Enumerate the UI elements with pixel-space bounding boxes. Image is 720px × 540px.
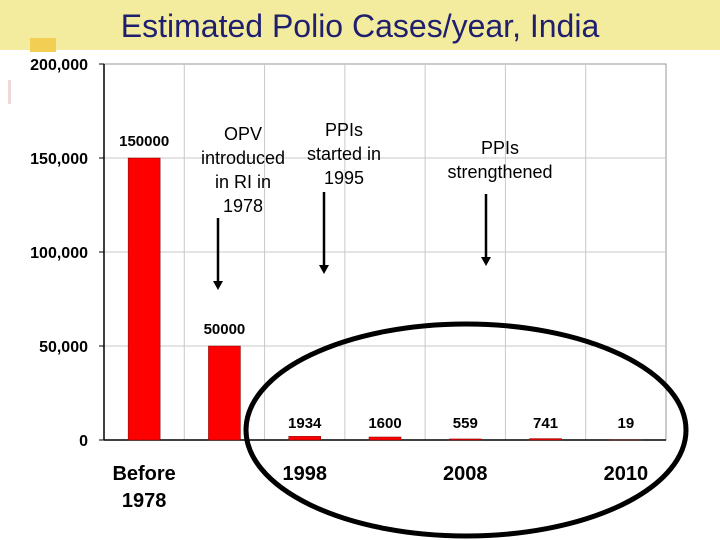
bar-data-label: 741 [533,415,558,432]
y-tick-label: 50,000 [39,339,88,356]
x-tick-label: 2010 [604,463,649,485]
bar-data-label: 1934 [288,415,322,432]
y-tick-label: 100,000 [30,245,88,262]
bar [449,438,482,441]
bar-data-label: 559 [453,415,478,432]
bar-data-label: 50000 [204,321,246,338]
x-tick-label: Before 1978 [112,463,175,512]
annotation-ppis-strengthened: PPIs strengthened [447,138,553,182]
bar [368,436,402,441]
bar-data-label: 19 [618,415,635,432]
bar-data-label: 1600 [368,415,401,432]
annotation-ppis-started: PPIs started in 1995 [306,120,382,188]
page-title: Estimated Polio Cases/year, India [120,8,600,44]
y-tick-label: 150,000 [30,151,88,168]
highlight-ellipse [243,321,689,539]
bar [529,438,562,441]
x-tick-label: 2008 [443,463,488,485]
bar [288,436,321,441]
arrow-ppis-strengthened-head [481,257,491,266]
accent-line [8,80,11,104]
accent-square [30,38,56,52]
arrow-ppis-started-head [319,265,329,274]
x-tick-label: 1998 [282,463,327,485]
bar [127,157,161,441]
annotation-opv: OPV introduced in RI in 1978 [200,124,286,216]
y-tick-label: 200,000 [30,57,88,74]
y-tick-label: 0 [79,433,88,450]
arrow-opv-head [213,281,223,290]
bar [208,345,241,441]
bar-data-label: 150000 [119,133,169,150]
title-bar [0,0,720,50]
